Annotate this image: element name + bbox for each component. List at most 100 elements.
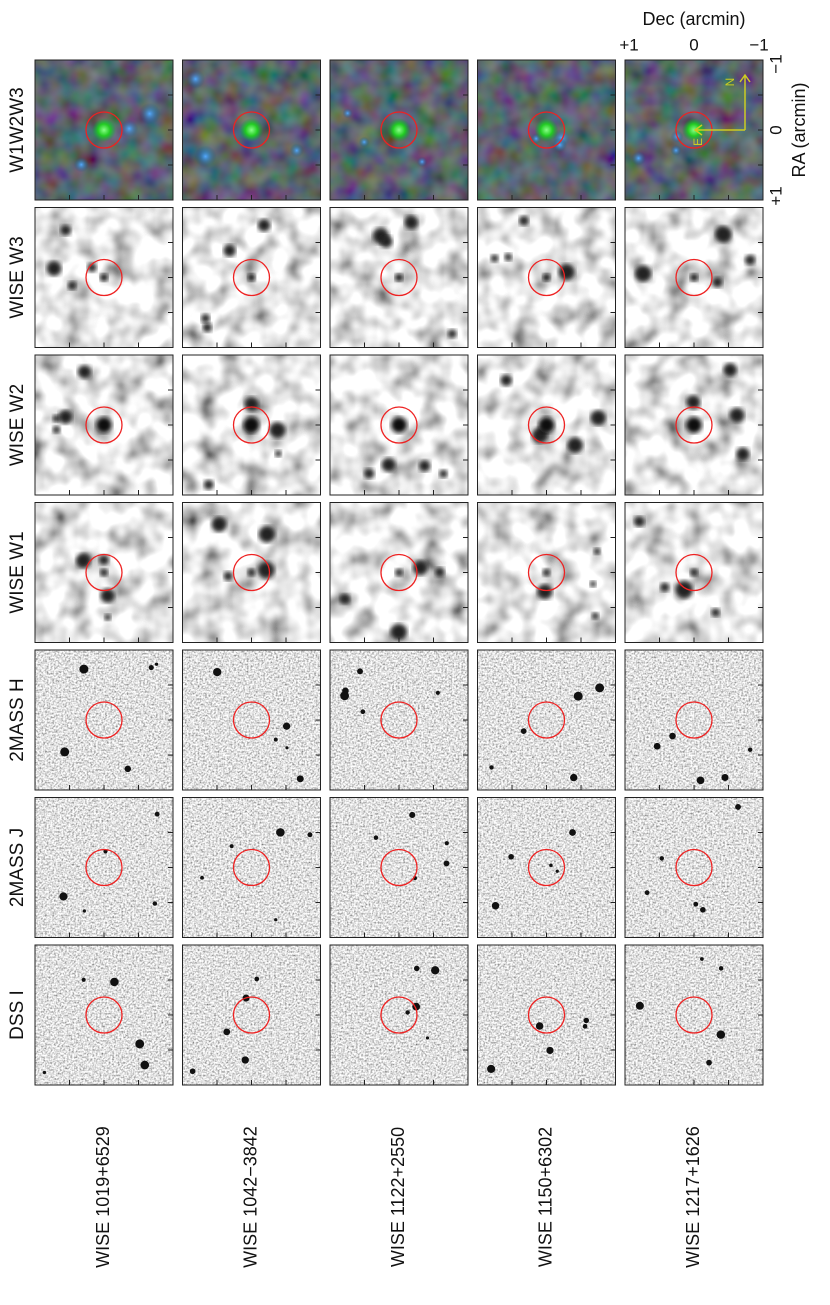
sources [491, 829, 576, 910]
star [700, 906, 706, 913]
star [706, 1059, 712, 1066]
image-panel [34, 944, 174, 1086]
image-panel [182, 944, 321, 1086]
star [670, 144, 682, 156]
star [729, 407, 745, 423]
star [555, 869, 559, 873]
image-panel [34, 354, 174, 496]
star [582, 1024, 588, 1029]
sources [340, 668, 440, 715]
sources [42, 977, 150, 1075]
star [409, 811, 416, 818]
column-header: DSS I [7, 990, 28, 1040]
target [100, 568, 108, 577]
sources [200, 828, 313, 922]
sources [213, 667, 304, 783]
star [274, 918, 278, 922]
star [358, 136, 370, 148]
star [489, 765, 494, 770]
star [254, 976, 260, 982]
star [87, 262, 97, 273]
target [247, 568, 256, 577]
star [124, 765, 132, 773]
panel-image [477, 650, 616, 790]
star [274, 450, 282, 458]
star [357, 668, 363, 675]
star [148, 664, 154, 671]
sources [46, 224, 108, 291]
sources [633, 516, 720, 617]
aperture-circle [675, 701, 713, 739]
panel-image [625, 797, 763, 938]
aperture-circle [527, 111, 566, 149]
panel-image [330, 945, 468, 1085]
star [154, 662, 159, 666]
sources [52, 365, 112, 434]
star [241, 1056, 249, 1064]
sources [487, 1017, 590, 1073]
star [211, 516, 227, 532]
aperture-circle [527, 258, 566, 297]
star [58, 409, 73, 424]
sources [500, 374, 606, 454]
image-panel [34, 797, 174, 938]
dec-axis-label: Dec (arcmin) [642, 9, 745, 29]
image-panel [624, 944, 764, 1086]
ra-tick-label: +1 [766, 186, 785, 205]
target [391, 417, 407, 433]
target [538, 417, 555, 433]
image-panel [329, 797, 469, 938]
sources [185, 69, 304, 168]
star [434, 567, 445, 578]
target [542, 568, 551, 577]
target [247, 273, 256, 282]
sources [76, 553, 115, 621]
aperture-circle [380, 406, 418, 444]
aperture-circle [85, 553, 123, 592]
target [690, 273, 698, 282]
image-panel [182, 207, 321, 348]
star [405, 1010, 410, 1015]
image-panel [624, 354, 764, 496]
star [716, 1030, 726, 1039]
target [542, 273, 551, 282]
aperture-circle [675, 258, 713, 297]
star [360, 709, 366, 715]
star [269, 422, 286, 439]
aperture-circle [675, 996, 713, 1034]
star [390, 623, 408, 641]
star [491, 902, 500, 910]
star [711, 608, 720, 617]
star [120, 119, 139, 138]
panel-image [330, 797, 468, 938]
star [273, 737, 278, 742]
compass-east: E [691, 138, 705, 146]
sources [73, 102, 161, 173]
target [395, 568, 403, 577]
star [735, 803, 741, 810]
star [693, 901, 699, 907]
image-panel [182, 502, 321, 643]
image-panel [182, 797, 321, 938]
row-label: WISE 1122+2550 [388, 1127, 408, 1267]
star [213, 667, 222, 677]
image-panel [477, 944, 616, 1086]
star [508, 853, 514, 860]
sources [373, 811, 450, 881]
star [67, 281, 77, 291]
star [631, 150, 646, 166]
image-panel [34, 207, 174, 348]
star [189, 1068, 196, 1075]
sources [489, 683, 605, 782]
ra-tick-label: 0 [766, 125, 785, 134]
star [504, 253, 513, 261]
star [379, 235, 393, 248]
row-label: WISE 1150+6302 [535, 1127, 555, 1267]
star [82, 909, 86, 913]
image-panel [477, 354, 616, 496]
aperture-circle [380, 996, 418, 1034]
target [96, 417, 112, 433]
image-panel [624, 207, 764, 348]
aperture-circle [527, 996, 566, 1034]
image-panel [329, 649, 469, 791]
